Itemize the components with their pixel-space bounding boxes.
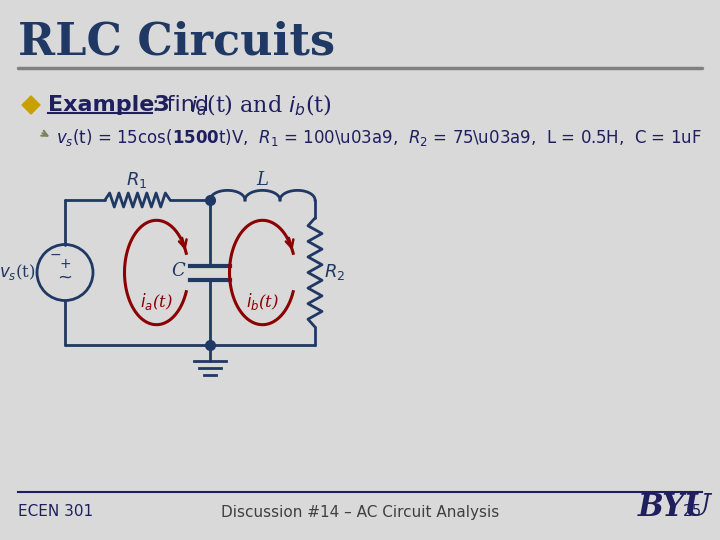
Text: RLC Circuits: RLC Circuits — [18, 21, 335, 64]
Text: $i_b$(t): $i_b$(t) — [246, 291, 279, 312]
Text: Discussion #14 – AC Circuit Analysis: Discussion #14 – AC Circuit Analysis — [221, 504, 499, 519]
Text: $i_a$(t) and $i_b$(t): $i_a$(t) and $i_b$(t) — [190, 92, 332, 118]
Text: −: − — [49, 247, 60, 261]
Text: L: L — [256, 171, 268, 189]
Text: $v_s$(t) = 15cos($\mathbf{1500}$t)V,  $R_1$ = 100\u03a9,  $R_2$ = 75\u03a9,  L =: $v_s$(t) = 15cos($\mathbf{1500}$t)V, $R_… — [56, 127, 702, 149]
Text: $R_1$: $R_1$ — [126, 170, 148, 190]
Text: $i_a$(t): $i_a$(t) — [140, 291, 173, 312]
Text: : find: : find — [152, 95, 216, 115]
Text: $v_s$(t): $v_s$(t) — [0, 262, 35, 282]
Text: $R_2$: $R_2$ — [325, 262, 346, 282]
Text: ECEN 301: ECEN 301 — [18, 504, 93, 519]
Polygon shape — [22, 96, 40, 114]
Text: Example3: Example3 — [48, 95, 170, 115]
Text: C: C — [171, 261, 185, 280]
Text: ~: ~ — [58, 268, 73, 287]
Text: +: + — [59, 256, 71, 271]
Text: BYU: BYU — [638, 492, 711, 523]
Text: 25: 25 — [683, 504, 702, 519]
